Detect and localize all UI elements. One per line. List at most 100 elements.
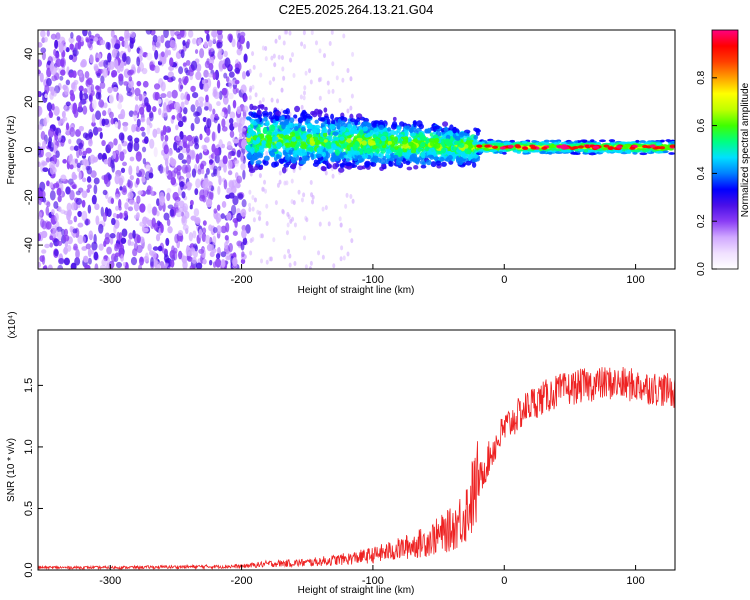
heatmap-cell — [240, 36, 245, 45]
heatmap-cell — [84, 264, 91, 269]
heatmap-cell — [100, 75, 105, 84]
heatmap-cell — [38, 142, 41, 147]
heatmap-cell — [190, 85, 196, 93]
heatmap-cell — [80, 60, 86, 68]
heatmap-cell — [67, 244, 72, 252]
heatmap-cell — [110, 30, 115, 38]
heatmap-cell — [75, 190, 81, 196]
heatmap-cell — [242, 116, 248, 121]
heatmap-cell — [241, 130, 247, 139]
heatmap-cell — [215, 253, 221, 260]
heatmap-cell — [309, 79, 313, 85]
heatmap-cell — [328, 41, 332, 47]
heatmap-cell — [284, 142, 292, 148]
heatmap-cell — [73, 79, 79, 85]
heatmap-cell — [382, 131, 389, 138]
heatmap-cell — [297, 189, 301, 195]
heatmap-cell — [145, 30, 152, 35]
heatmap-cell — [78, 101, 82, 112]
heatmap-cell — [82, 158, 88, 166]
heatmap-cell — [418, 131, 424, 139]
heatmap-cell — [70, 31, 74, 39]
heatmap-cell — [625, 144, 632, 148]
heatmap-cell — [52, 228, 59, 238]
heatmap-cell — [165, 237, 170, 247]
snr-x-label: Height of straight line (km) — [298, 585, 415, 596]
heatmap-cell — [187, 251, 193, 257]
heatmap-cell — [191, 257, 197, 264]
heatmap-cell — [226, 250, 232, 260]
heatmap-cell — [118, 73, 124, 82]
y-tick-label: -20 — [23, 189, 35, 205]
heatmap-cell — [95, 85, 100, 91]
heatmap-cell — [114, 243, 120, 249]
heatmap-cell — [153, 146, 158, 158]
heatmap-cell — [227, 170, 233, 176]
heatmap-cell — [331, 173, 335, 179]
heatmap-cell — [186, 38, 191, 45]
heatmap-cell — [372, 134, 377, 139]
heatmap-cell — [560, 149, 569, 153]
heatmap-cell — [364, 160, 371, 166]
heatmap-cell — [116, 214, 120, 219]
heatmap-cell — [590, 139, 595, 143]
heatmap-cell — [235, 182, 241, 189]
heatmap-cell — [207, 72, 214, 78]
heatmap-cell — [266, 138, 273, 146]
heatmap-cell — [49, 242, 54, 248]
heatmap-cell — [373, 127, 380, 132]
heatmap-cell — [635, 139, 640, 143]
heatmap-cell — [457, 160, 463, 166]
heatmap-cell — [160, 51, 165, 58]
heatmap-cell — [146, 52, 153, 61]
heatmap-cell — [272, 237, 276, 243]
heatmap-cell — [413, 164, 419, 170]
heatmap-cell — [226, 187, 232, 194]
heatmap-cell — [260, 258, 264, 264]
heatmap-cell — [209, 159, 214, 164]
heatmap-cell — [115, 261, 122, 269]
snr-panel: -300 -200 -100 0 100 0.0 0.5 1.0 1.5 Height of … — [6, 311, 676, 596]
heatmap-cell — [234, 79, 240, 85]
heatmap-cell — [57, 195, 62, 203]
heatmap-cell — [282, 75, 286, 81]
heatmap-cell — [95, 91, 101, 100]
heatmap-cell — [308, 266, 312, 269]
heatmap-cell — [218, 90, 223, 100]
heatmap-cell — [117, 119, 121, 130]
heatmap-cell — [339, 136, 345, 141]
heatmap-cell — [198, 101, 204, 108]
heatmap-cell — [182, 141, 188, 149]
heatmap-cell — [52, 182, 60, 189]
heatmap-cell — [451, 146, 458, 151]
heatmap-cell — [268, 111, 273, 116]
heatmap-cell — [46, 77, 52, 87]
heatmap-cell — [194, 49, 199, 55]
heatmap-cell — [321, 151, 327, 158]
heatmap-cell — [195, 63, 202, 73]
heatmap-cell — [342, 33, 346, 39]
heatmap-cell — [209, 190, 214, 201]
heatmap-cell — [433, 156, 440, 161]
heatmap-cell — [72, 174, 78, 180]
heatmap-cell — [447, 154, 453, 161]
heatmap-cell — [95, 215, 100, 226]
heatmap-cell — [164, 49, 169, 58]
heatmap-cell — [285, 127, 290, 134]
heatmap-cell — [160, 223, 164, 234]
heatmap-cell — [38, 233, 42, 242]
heatmap-cell — [251, 84, 255, 90]
heatmap-cell — [53, 106, 60, 116]
heatmap-cell — [58, 42, 64, 53]
heatmap-cell — [406, 166, 413, 171]
heatmap-cell — [258, 215, 262, 221]
heatmap-cell — [419, 159, 426, 165]
heatmap-cell — [48, 109, 53, 117]
heatmap-cell — [71, 202, 77, 211]
heatmap-cell — [138, 168, 145, 178]
heatmap-cell — [223, 179, 228, 190]
heatmap-cell — [241, 224, 247, 231]
heatmap-cell — [174, 233, 179, 244]
heatmap-cell — [446, 147, 451, 152]
heatmap-cell — [60, 69, 66, 76]
